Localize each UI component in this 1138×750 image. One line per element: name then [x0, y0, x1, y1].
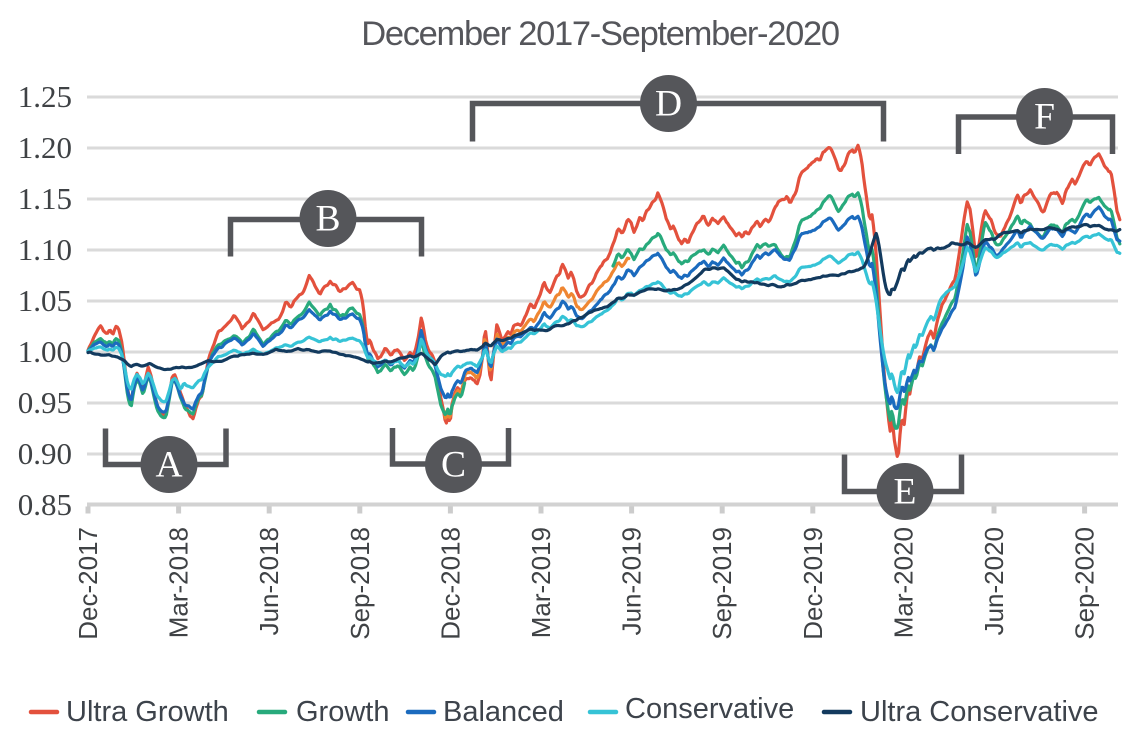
svg-text:Dec-2018: Dec-2018 [435, 527, 465, 640]
svg-text:1.05: 1.05 [18, 283, 72, 318]
svg-text:Growth: Growth [296, 696, 389, 728]
svg-text:Dec-2017: Dec-2017 [73, 527, 103, 640]
svg-text:Conservative: Conservative [625, 693, 794, 725]
svg-text:0.95: 0.95 [18, 385, 72, 420]
svg-text:E: E [894, 472, 917, 513]
svg-text:Sep-2018: Sep-2018 [345, 527, 375, 640]
svg-text:D: D [655, 84, 682, 125]
svg-text:Mar-2018: Mar-2018 [164, 527, 194, 638]
svg-text:Mar-2020: Mar-2020 [888, 527, 918, 638]
svg-text:Jun-2019: Jun-2019 [617, 527, 647, 635]
svg-text:0.90: 0.90 [18, 436, 72, 471]
svg-text:A: A [155, 445, 182, 486]
svg-text:1.10: 1.10 [18, 232, 72, 267]
svg-text:B: B [315, 199, 340, 240]
svg-text:1.25: 1.25 [18, 79, 72, 114]
svg-text:1.00: 1.00 [18, 334, 72, 369]
svg-text:Sep-2019: Sep-2019 [707, 527, 737, 640]
svg-text:Ultra Growth: Ultra Growth [66, 696, 229, 728]
svg-text:Mar-2019: Mar-2019 [526, 527, 556, 638]
svg-text:Jun-2018: Jun-2018 [254, 527, 284, 635]
svg-text:1.20: 1.20 [18, 130, 72, 165]
svg-text:Sep-2020: Sep-2020 [1070, 527, 1100, 640]
svg-text:Balanced: Balanced [443, 696, 564, 728]
svg-text:Jun-2020: Jun-2020 [979, 527, 1009, 635]
svg-text:Dec-2019: Dec-2019 [798, 527, 828, 640]
svg-text:December 2017-September-2020: December 2017-September-2020 [361, 15, 839, 53]
svg-text:0.85: 0.85 [18, 487, 72, 522]
svg-text:C: C [441, 445, 466, 486]
svg-text:F: F [1034, 97, 1055, 138]
svg-text:Ultra Conservative: Ultra Conservative [860, 696, 1099, 728]
svg-text:1.15: 1.15 [18, 181, 72, 216]
